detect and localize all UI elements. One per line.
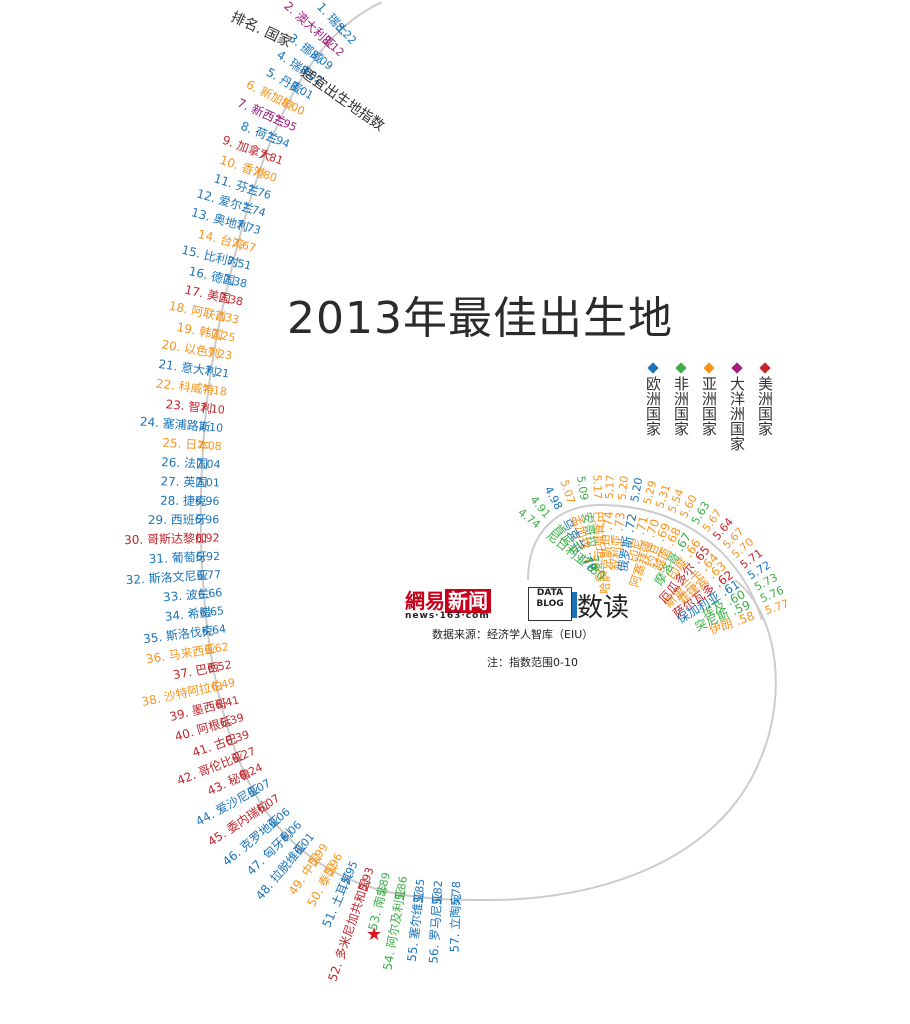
rank-index-value: 6.62 xyxy=(203,640,229,657)
rank-country-label: 28. 捷克 xyxy=(160,494,207,509)
rank-index-value: 6.52 xyxy=(206,658,232,675)
header-index-label: 适宜出生地指数 xyxy=(298,65,387,134)
rank-index-value: 5.17 xyxy=(590,474,604,499)
rank-country-label: 57. 立陶宛 xyxy=(447,893,464,952)
legend-item-oceania: 大洋洲国家 xyxy=(724,362,750,451)
page-title: 2013年最佳出生地 xyxy=(287,293,673,344)
rank-country-label: 32. 斯洛文尼亚 xyxy=(125,567,209,587)
rank-index-value: 7.38 xyxy=(218,291,245,309)
rank-index-value: 6.49 xyxy=(210,676,237,694)
logo-part2: 新闻 xyxy=(445,589,491,613)
header-rank-country: 排名. 国家 xyxy=(228,8,294,51)
rank-country-label: 30. 哥斯达黎加 xyxy=(124,531,207,547)
rank-country-label: 巴基斯坦 .75 xyxy=(591,511,607,582)
rank-index-value: 6.96 xyxy=(195,495,220,508)
rank-index-value: 5.29 xyxy=(641,479,660,506)
rank-index-value: 7.08 xyxy=(197,439,222,454)
rank-index-value: 7.73 xyxy=(235,218,262,237)
rank-country-label: 27. 英国 xyxy=(160,474,207,489)
rank-country-label: 56. 罗马尼亚 xyxy=(426,892,444,964)
rank-index-value: 6.92 xyxy=(195,531,220,545)
legend-item-americas: 美洲国家 xyxy=(752,362,778,436)
rank-index-value: 5.09 xyxy=(574,475,591,501)
rank-index-value: 6.41 xyxy=(214,693,241,712)
logo-part1: 網易 xyxy=(405,589,445,613)
data-blog-badge: DATA BLOG xyxy=(528,587,577,621)
legend-diamond-icon xyxy=(731,362,743,374)
netease-news-logo: 網易 新闻 xyxy=(405,585,491,614)
rank-country-label: 25. 日本 xyxy=(162,436,210,453)
rank-country-label: 23. 智利 xyxy=(165,396,213,416)
china-star: ★ xyxy=(366,924,382,945)
region-legend: 欧洲国家 非洲国家 亚洲国家 大洋洲国家 美洲国家 xyxy=(640,362,800,482)
rank-country-label: 33. 波兰 xyxy=(162,587,210,605)
rank-index-value: 7.04 xyxy=(196,457,221,471)
rank-index-value: 5.17 xyxy=(603,474,617,499)
brand-block: 網易 新闻 news·163·com DATA BLOG 数读 xyxy=(405,585,645,625)
rank-index-value: 7.10 xyxy=(198,420,224,435)
rank-index-value: 5.78 xyxy=(449,881,463,906)
legend-label: 美洲国家 xyxy=(756,376,774,436)
legend-label: 欧洲国家 xyxy=(644,376,662,436)
rank-index-value: 7.21 xyxy=(204,364,230,380)
legend-diamond-icon xyxy=(759,362,771,374)
rank-index-value: 7.33 xyxy=(214,309,241,327)
legend-item-europe: 欧洲国家 xyxy=(640,362,666,436)
legend-item-africa: 非洲国家 xyxy=(668,362,694,436)
rank-index-value: 5.85 xyxy=(412,878,428,904)
index-range-note: 注：指数范围0-10 xyxy=(487,656,578,669)
legend-label: 非洲国家 xyxy=(672,376,690,436)
rank-index-value: 5.89 xyxy=(375,871,394,898)
rank-index-value: 7.23 xyxy=(207,346,233,363)
rank-index-value: 7.38 xyxy=(222,272,249,290)
data-source: 数据来源：经济学人智库（EIU） xyxy=(432,628,594,641)
shudu-label: 数读 xyxy=(577,593,630,623)
data-blog-label: DATA BLOG xyxy=(536,588,564,609)
rank-country-label: 叙利亚 .73 xyxy=(607,511,627,571)
legend-diamond-icon xyxy=(703,362,715,374)
legend-item-asia: 亚洲国家 xyxy=(696,362,722,436)
rank-index-value: 6.96 xyxy=(195,513,220,526)
rank-index-value: 7.01 xyxy=(195,476,220,490)
rank-index-value: 5.82 xyxy=(431,880,446,905)
rank-country-label: 26. 法国 xyxy=(161,455,209,471)
data-blog-bar-icon xyxy=(572,592,577,618)
rank-index-value: 6.64 xyxy=(201,622,227,638)
rank-index-value: 7.51 xyxy=(226,254,253,272)
rank-country-label: 34. 希腊 xyxy=(164,604,212,624)
spiral-arc-inner xyxy=(527,503,763,621)
rank-index-value: 5.20 xyxy=(616,475,632,501)
legend-label: 亚洲国家 xyxy=(700,376,718,436)
rank-country-label: 24. 塞浦路斯 xyxy=(139,413,211,434)
rank-index-value: 6.66 xyxy=(197,586,222,601)
rank-index-value: 5.20 xyxy=(628,477,645,503)
rank-index-value: 6.92 xyxy=(195,550,220,564)
brand-site: news·163·com xyxy=(405,611,490,621)
rank-index-value: 7.74 xyxy=(240,200,267,219)
rank-country-label: 31. 葡萄牙 xyxy=(148,550,207,566)
spiral-arc-outer xyxy=(199,1,777,902)
rank-index-value: 7.18 xyxy=(202,383,228,399)
legend-diamond-icon xyxy=(675,362,687,374)
rank-index-value: 7.25 xyxy=(210,327,237,344)
rank-index-value: 6.65 xyxy=(199,604,225,619)
legend-diamond-icon xyxy=(647,362,659,374)
legend-label: 大洋洲国家 xyxy=(728,376,746,451)
rank-country-label: 哈萨克斯坦 .74 xyxy=(598,511,616,594)
rank-index-value: 6.77 xyxy=(196,568,221,582)
rank-index-value: 7.67 xyxy=(230,236,257,255)
rank-index-value: 7.10 xyxy=(200,401,226,416)
rank-country-label: 22. 科威特 xyxy=(155,375,215,397)
rank-index-value: 5.86 xyxy=(393,875,410,901)
rank-country-label: 29. 西班牙 xyxy=(148,513,207,527)
